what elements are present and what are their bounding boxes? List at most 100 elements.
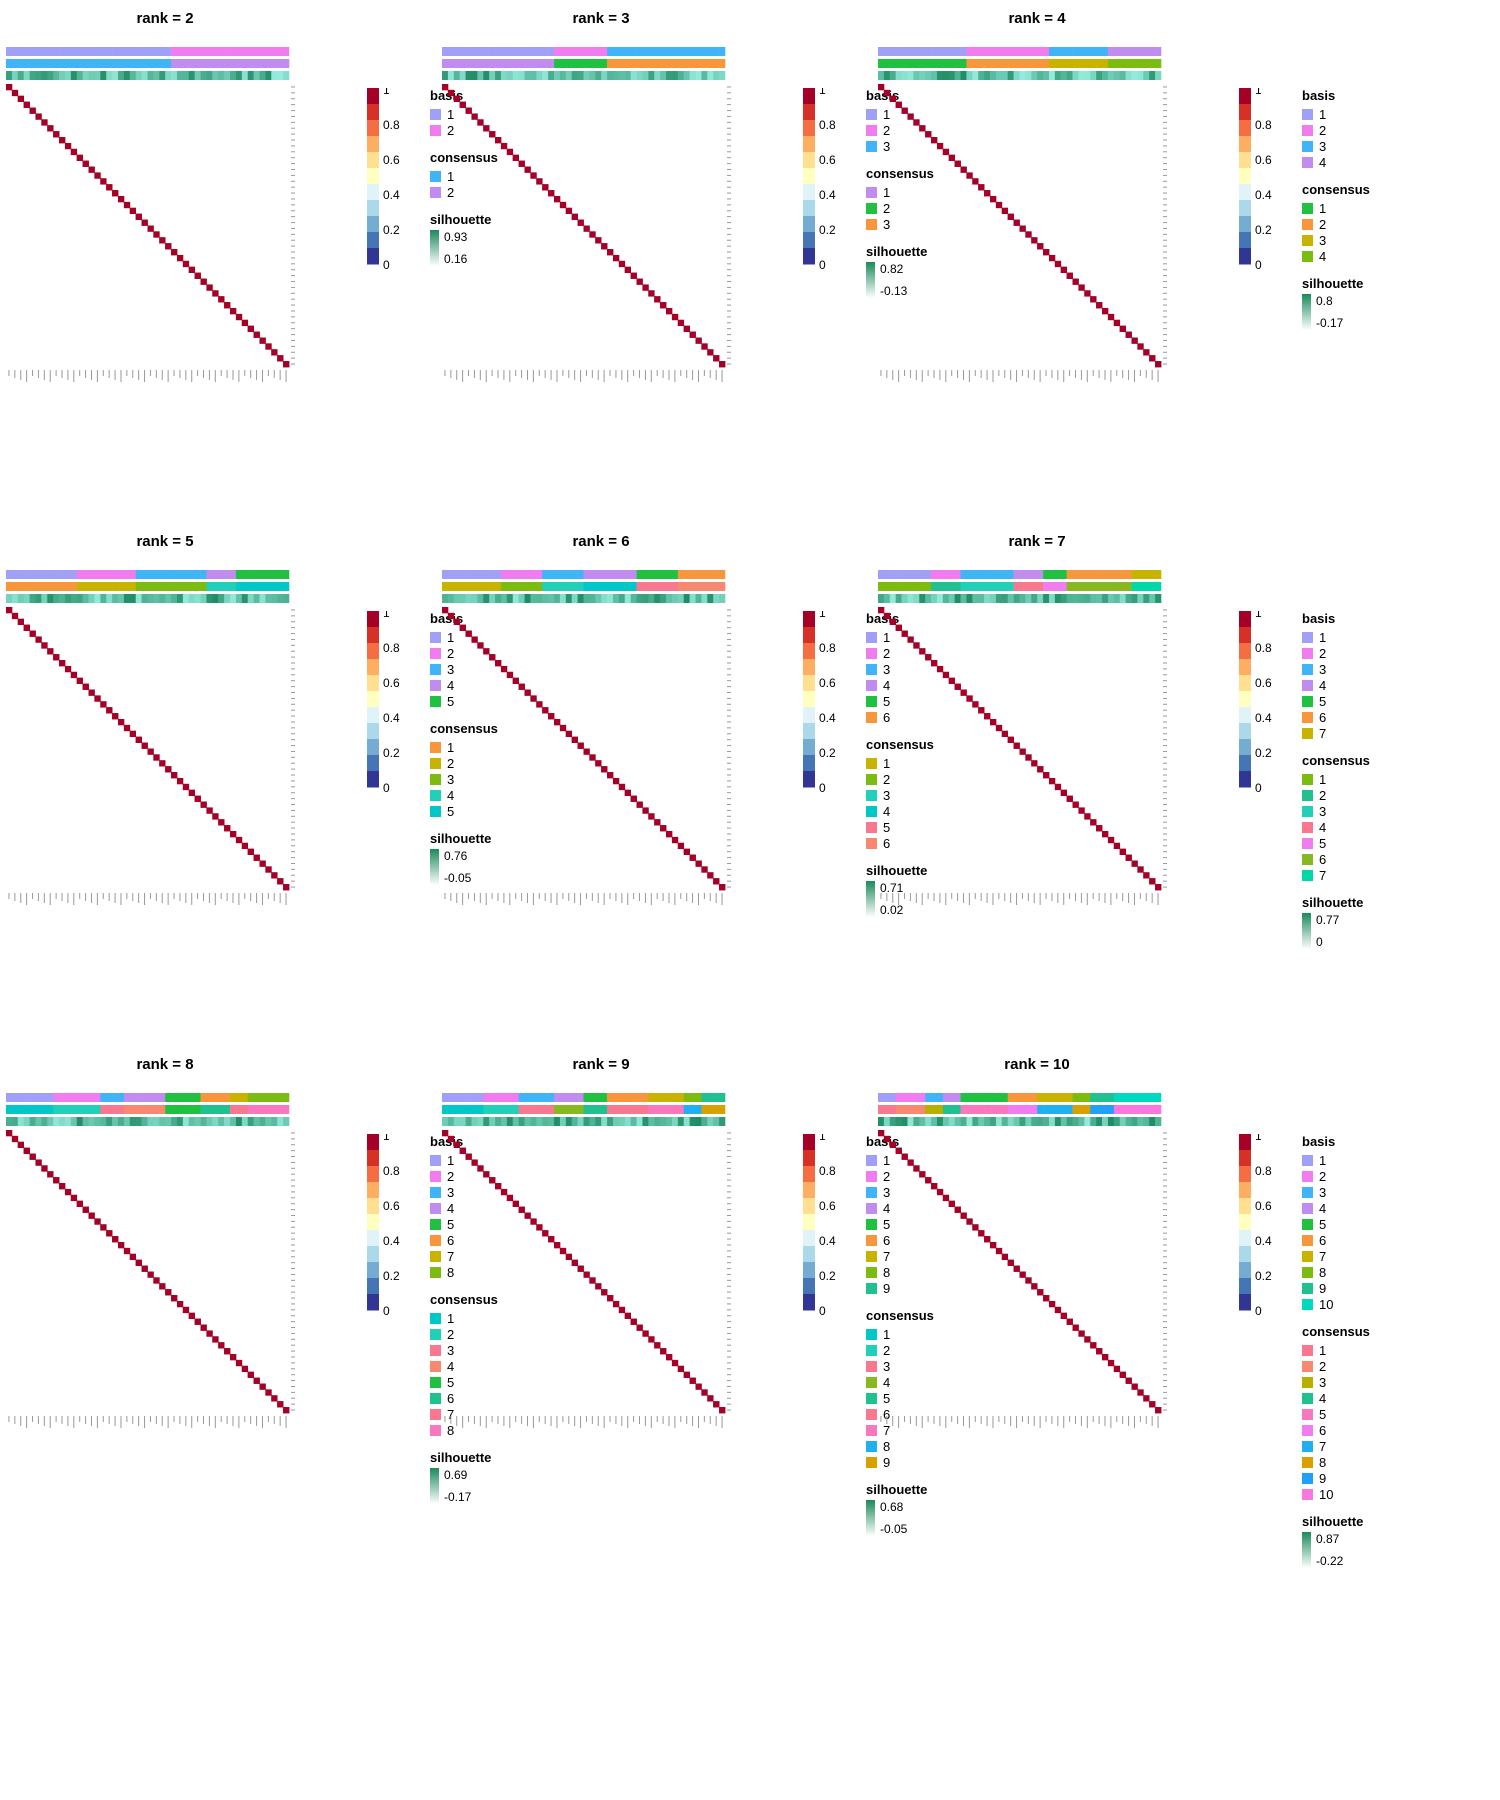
row-tick-label	[727, 1403, 731, 1405]
basis-legend-item: 1	[866, 106, 934, 122]
col-tick-label	[250, 893, 252, 901]
matrix-cell	[1102, 308, 1109, 315]
row-tick-label	[1163, 880, 1167, 882]
silhouette-annotation-cell	[612, 71, 620, 80]
basis-annotation-bar-cell	[129, 570, 137, 579]
matrix-cell	[542, 1230, 549, 1237]
consensus-annotation-bar-cell	[182, 582, 190, 591]
consensus-annotation-bar-cell	[607, 582, 614, 591]
consensus-annotation-bar-cell	[88, 1105, 95, 1114]
legend-label: 8	[447, 1422, 455, 1438]
colorbar: 10.80.60.40.20	[1239, 1134, 1272, 1318]
row-tick-label	[1163, 762, 1167, 764]
consensus-annotation-bar-cell	[878, 1105, 885, 1114]
basis-annotation-bar-cell	[159, 47, 166, 56]
col-tick-label	[26, 893, 28, 905]
col-tick-label	[114, 370, 116, 380]
silhouette-annotation-cell	[206, 71, 213, 80]
matrix-cell	[530, 172, 537, 179]
colorbar-segment	[803, 184, 815, 201]
consensus-annotation-bar-cell	[571, 1105, 578, 1114]
row-tick-label	[291, 92, 295, 94]
matrix-cell	[530, 695, 537, 702]
consensus-annotation-bar-cell	[978, 59, 985, 68]
legend-swatch	[430, 741, 441, 753]
basis-annotation-bar-cell	[94, 47, 101, 56]
legend-swatch	[1302, 711, 1313, 723]
silhouette-annotation-cell	[630, 71, 637, 80]
basis-annotation-bar-cell	[630, 1093, 637, 1102]
row-tick-label	[291, 715, 295, 717]
consensus-annotation-bar-cell	[59, 582, 66, 591]
row-tick-label	[1163, 821, 1167, 823]
row-tick-label	[291, 145, 295, 147]
row-tick-label	[727, 745, 731, 747]
silhouette-annotation-cell	[247, 71, 254, 80]
consensus-legend-item: 3	[866, 216, 934, 232]
silhouette-annotation-cell	[1155, 1117, 1162, 1126]
basis-annotation-bar-cell	[995, 570, 1003, 579]
silhouette-legend-title: silhouette	[430, 831, 492, 846]
legend-label: 7	[1319, 1248, 1327, 1264]
silhouette-annotation-cell	[942, 594, 950, 603]
legend-label: 3	[1319, 232, 1327, 248]
col-tick-label	[1104, 893, 1106, 903]
col-tick-label	[1045, 893, 1047, 899]
col-tick-label	[85, 1416, 87, 1424]
row-tick-label	[291, 1391, 295, 1393]
row-tick-label	[727, 715, 731, 717]
consensus-annotation-bar-cell	[907, 582, 914, 591]
consensus-annotation-bar-cell	[695, 59, 702, 68]
legend-label: 3	[883, 216, 891, 232]
silhouette-annotation-cell	[524, 1117, 531, 1126]
legend-label: 4	[883, 677, 891, 693]
consensus-annotation-bar-cell	[442, 1105, 449, 1114]
silhouette-annotation-cell	[972, 1117, 979, 1126]
basis-annotation-bar-cell	[29, 47, 36, 56]
colorbar-tick-label: 0.8	[1255, 1164, 1272, 1178]
silhouette-annotation-cell	[936, 71, 944, 80]
colorbar-tick-label: 0.8	[383, 641, 400, 655]
basis-annotation-bar-cell	[889, 570, 896, 579]
basis-annotation-bar-cell	[47, 47, 54, 56]
matrix-cell	[642, 807, 649, 814]
consensus-annotation-bar-cell	[129, 582, 137, 591]
col-tick-label	[1057, 1416, 1059, 1426]
colorbar-segment	[1239, 611, 1251, 628]
colorbar-segment	[367, 1134, 379, 1151]
matrix-cell	[713, 1401, 720, 1408]
matrix-cell	[253, 1377, 260, 1384]
consensus-annotation-bar-cell	[984, 59, 991, 68]
matrix-cell	[1096, 302, 1103, 309]
silhouette-annotation-cell	[1019, 71, 1026, 80]
matrix-cell	[489, 131, 496, 138]
silhouette-legend-title: silhouette	[430, 212, 492, 227]
basis-legend-item: 10	[1302, 1296, 1370, 1312]
silhouette-annotation-cell	[483, 594, 490, 603]
basis-annotation-bar-cell	[1060, 1093, 1067, 1102]
legend-label: 6	[447, 1390, 455, 1406]
matrix-cell	[713, 878, 720, 885]
colorbar-segment	[367, 611, 379, 628]
row-tick-label	[1163, 1209, 1167, 1211]
row-tick-label	[1163, 1214, 1167, 1216]
basis-annotation-bar-cell	[642, 47, 649, 56]
col-tick-label	[580, 893, 582, 905]
row-tick-label	[291, 880, 295, 882]
row-tick-label	[727, 638, 731, 640]
colorbar-tick-label: 1	[383, 88, 390, 97]
col-tick-label	[444, 1416, 446, 1422]
consensus-annotation-bar-cell	[636, 582, 643, 591]
row-tick-label	[291, 192, 295, 194]
consensus-annotation-bar-cell	[200, 59, 207, 68]
colorbar-segment	[1239, 184, 1251, 201]
silhouette-annotation-cell	[495, 1117, 502, 1126]
basis-annotation-bar-cell	[1031, 47, 1038, 56]
basis-annotation-bar-cell	[919, 1093, 926, 1102]
silhouette-annotation-cell	[1113, 1117, 1121, 1126]
row-tick-label	[291, 1132, 295, 1134]
row-tick-label	[727, 750, 731, 752]
col-tick-label	[238, 893, 240, 905]
legend-swatch	[1302, 250, 1313, 262]
silhouette-annotation-cell	[129, 1117, 137, 1126]
